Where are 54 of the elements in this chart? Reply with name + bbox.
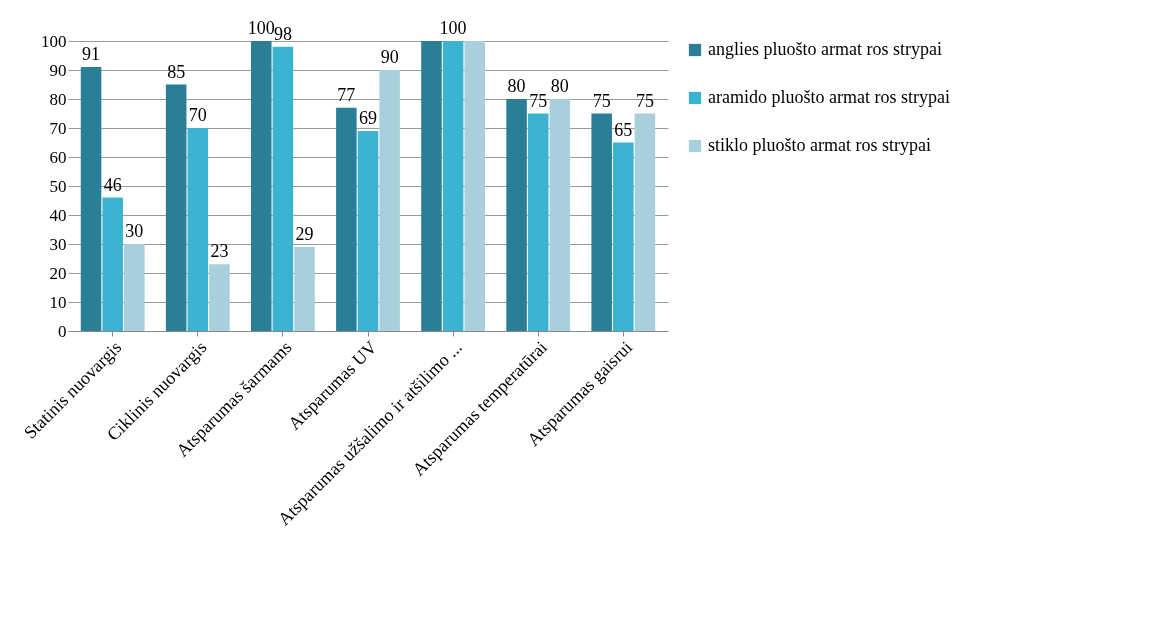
y-tick-label: 0 [58, 321, 67, 341]
bar [187, 128, 209, 331]
data-label: 65 [614, 119, 633, 140]
bar [506, 99, 527, 331]
data-label: 75 [529, 90, 548, 111]
bar [250, 41, 272, 331]
y-tick-label: 50 [49, 176, 67, 196]
data-label: 100 [439, 18, 467, 38]
data-label: 75 [635, 90, 654, 111]
bar [442, 41, 464, 331]
y-tick-label: 100 [41, 31, 67, 51]
bar [591, 113, 612, 331]
bar [165, 84, 187, 331]
data-label: 91 [82, 44, 101, 65]
y-tick-label: 60 [49, 147, 67, 167]
data-label: 90 [380, 47, 399, 67]
bar [464, 41, 486, 331]
data-label: 85 [167, 61, 186, 82]
bar [294, 246, 315, 331]
bar [209, 264, 230, 331]
data-label: 46 [103, 174, 122, 195]
data-label: 70 [188, 105, 207, 125]
y-tick-label: 90 [49, 60, 67, 80]
bar [634, 113, 656, 331]
bar [613, 142, 634, 331]
bar [102, 197, 123, 331]
data-label: 75 [592, 90, 611, 111]
y-tick-label: 80 [49, 89, 67, 109]
bar [379, 70, 400, 331]
data-label: 69 [359, 107, 377, 128]
data-label: 77 [337, 84, 356, 105]
data-label: 100 [247, 18, 275, 38]
bar [357, 130, 379, 331]
data-label: 30 [125, 221, 144, 241]
legend-label: stiklo pluošto armat ros strypai [708, 135, 931, 155]
y-tick-label: 10 [49, 292, 67, 312]
y-tick-label: 30 [49, 234, 67, 254]
y-tick-label: 70 [49, 118, 67, 138]
data-label: 29 [295, 223, 314, 244]
data-label: 98 [273, 23, 292, 44]
legend-label: aramido pluošto armat ros strypai [708, 87, 950, 107]
bar [124, 244, 145, 331]
legend-label: anglies pluošto armat ros strypai [708, 39, 942, 59]
bar [336, 107, 357, 331]
data-label: 23 [210, 241, 229, 262]
bar [549, 99, 571, 331]
bar [527, 113, 549, 331]
bar [421, 41, 442, 331]
y-tick-label: 40 [49, 205, 67, 225]
bar [272, 46, 294, 331]
data-label: 80 [550, 76, 569, 96]
bar [80, 67, 102, 331]
y-tick-label: 20 [49, 263, 67, 283]
data-label: 80 [507, 76, 526, 96]
